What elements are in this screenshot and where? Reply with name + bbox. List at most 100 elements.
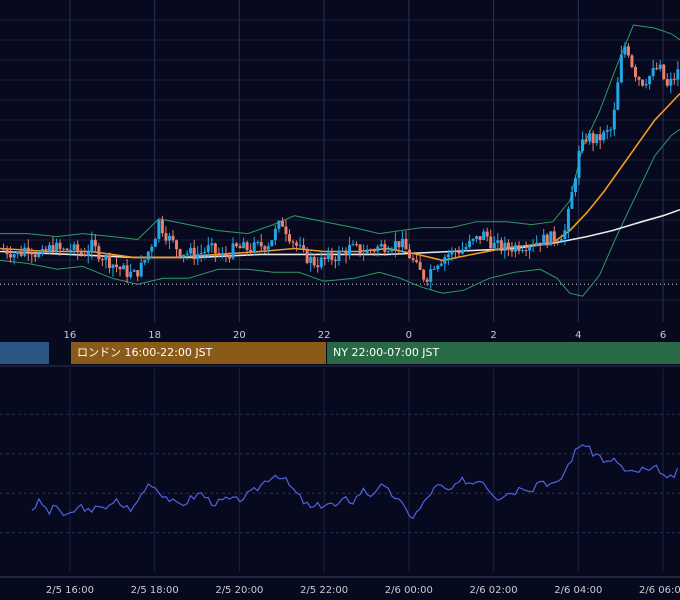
candle-body: [93, 239, 97, 247]
candle-body: [676, 69, 680, 80]
candle-body: [19, 251, 23, 256]
candle-body: [23, 247, 27, 256]
candle-body: [355, 244, 359, 246]
candle-body: [302, 245, 306, 249]
candle-body: [415, 260, 419, 263]
candle-body: [242, 242, 246, 249]
candle-body: [16, 251, 20, 255]
candle-body: [12, 254, 16, 258]
x-tick-label: 6: [660, 330, 666, 341]
candle-body: [460, 249, 464, 254]
candle-body: [146, 251, 150, 260]
candle-body: [111, 264, 115, 269]
candle-body: [644, 84, 648, 86]
candle-body: [83, 254, 87, 256]
bollinger-upper-line: [0, 24, 680, 241]
candle-body: [577, 150, 581, 179]
candle-body: [446, 254, 450, 258]
candle-body: [139, 262, 143, 277]
candle-body: [538, 242, 542, 246]
candle-body: [390, 249, 394, 252]
candle-body: [298, 245, 302, 247]
candle-body: [295, 242, 299, 246]
candle-body: [535, 242, 539, 246]
candle-body: [273, 228, 277, 241]
candle-body: [584, 139, 588, 142]
candle-body: [316, 265, 320, 268]
candle-body: [136, 270, 140, 277]
candle-body: [122, 265, 126, 270]
candle-body: [517, 245, 521, 251]
candle-body: [340, 250, 344, 252]
candle-body: [326, 252, 330, 260]
oscillator-line: [31, 444, 679, 520]
candle-body: [549, 231, 553, 246]
candle-body: [249, 249, 253, 253]
candle-body: [62, 248, 66, 250]
candle-body: [213, 243, 217, 254]
x-tick-label: 4: [575, 330, 581, 341]
session-bar-ny: NY 22:00-07:00 JST: [327, 342, 680, 364]
candle-body: [665, 79, 669, 86]
candle-body: [566, 208, 570, 231]
candle-body: [372, 250, 376, 252]
candle-body: [333, 259, 337, 261]
candle-body: [259, 242, 263, 247]
x-tick-label: 0: [406, 330, 412, 341]
candle-body: [291, 241, 295, 243]
session-bar-london: ロンドン 16:00-22:00 JST: [71, 342, 326, 364]
candle-body: [266, 246, 270, 250]
candle-body: [658, 64, 662, 69]
candle-body: [573, 178, 577, 193]
candle-body: [623, 46, 627, 55]
candle-body: [100, 259, 104, 261]
candle-body: [348, 245, 352, 256]
candle-body: [637, 77, 641, 80]
candle-body: [5, 249, 9, 255]
candle-body: [344, 250, 348, 256]
x-tick-label: 22: [318, 330, 331, 341]
bottom-tick-label: 2/6 00:00: [385, 585, 433, 596]
candle-body: [26, 247, 30, 253]
candle-body: [503, 242, 507, 251]
candle-body: [358, 244, 362, 254]
candle-body: [651, 68, 655, 77]
candle-body: [115, 264, 119, 267]
candle-body: [591, 133, 595, 144]
candle-body: [485, 231, 489, 237]
bottom-tick-label: 2/5 16:00: [46, 585, 94, 596]
candle-body: [288, 234, 292, 242]
candle-body: [468, 240, 472, 248]
x-tick-label: 2: [490, 330, 496, 341]
candle-body: [478, 236, 482, 240]
candle-body: [277, 220, 281, 229]
candle-body: [44, 248, 48, 252]
candle-body: [330, 252, 334, 260]
candle-body: [51, 245, 55, 252]
candle-body: [513, 245, 517, 252]
bottom-tick-label: 2/5 20:00: [215, 585, 263, 596]
candle-body: [365, 249, 369, 254]
candle-body: [648, 76, 652, 85]
candle-body: [104, 255, 108, 260]
candle-body: [351, 244, 355, 246]
candle-body: [245, 242, 249, 250]
candle-body: [270, 240, 274, 247]
candle-body: [418, 262, 422, 270]
candle-body: [443, 257, 447, 264]
candle-body: [337, 250, 341, 261]
candle-body: [40, 248, 44, 254]
candle-body: [157, 220, 161, 239]
candle-body: [633, 67, 637, 78]
candle-body: [612, 109, 616, 130]
session-label-london: ロンドン 16:00-22:00 JST: [77, 346, 213, 359]
candle-body: [609, 129, 613, 131]
candle-body: [598, 134, 602, 141]
candle-body: [54, 242, 58, 252]
candle-body: [72, 244, 76, 250]
candle-body: [132, 270, 136, 272]
candle-body: [9, 254, 13, 258]
candle-body: [164, 233, 168, 241]
x-tick-label: 16: [64, 330, 77, 341]
candle-body: [167, 235, 171, 241]
